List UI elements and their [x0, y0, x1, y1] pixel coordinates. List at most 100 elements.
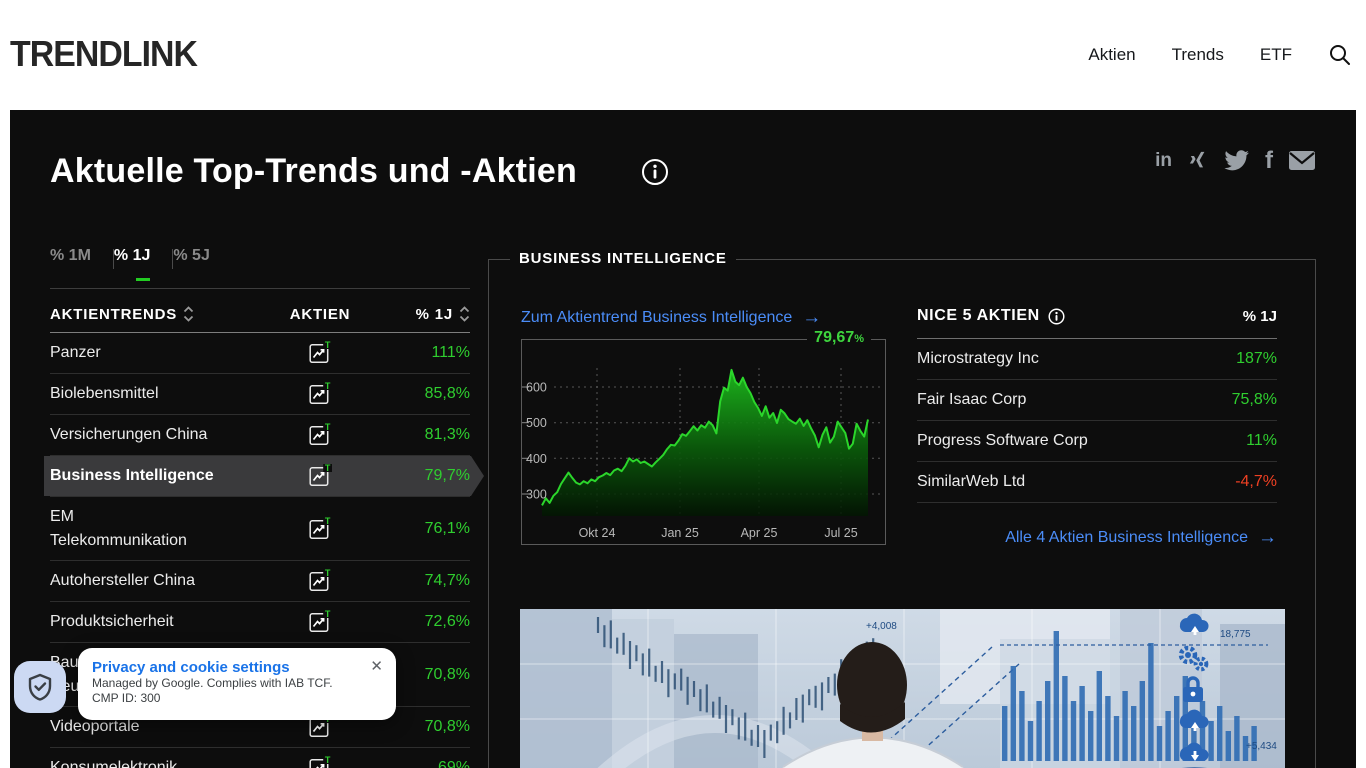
email-icon[interactable] — [1288, 148, 1316, 174]
arrow-right-icon: → — [802, 307, 822, 328]
nav-item-trends[interactable]: Trends — [1171, 45, 1224, 64]
trend-row[interactable]: Konsumelektronik T 69% — [50, 748, 470, 768]
info-icon[interactable] — [1048, 307, 1065, 325]
trend-name: Panzer — [50, 344, 101, 361]
trend-chart-icon[interactable]: T — [290, 423, 350, 447]
x-tick-label: Jul 25 — [824, 526, 857, 540]
trend-chart-svg: 600 500 400 300 Okt 24 Jan 25 Apr 25 Jul 25 — [522, 368, 882, 540]
stock-row[interactable]: Progress Software Corp 11% — [917, 421, 1277, 462]
stock-row[interactable]: Microstrategy Inc 187% — [917, 339, 1277, 380]
photo-bar — [1036, 701, 1042, 761]
cookie-dialog-line1: Managed by Google. Complies with IAB TCF… — [92, 676, 333, 690]
nice-aktien-rows: Microstrategy Inc 187% Fair Isaac Corp 75,8… — [917, 339, 1277, 503]
trend-chart-icon[interactable]: T — [290, 610, 350, 634]
photo-bar — [1156, 726, 1163, 761]
trend-row[interactable]: VideoportaleT70,8% — [50, 707, 470, 748]
nice-aktien-perf-column: % 1J — [1242, 307, 1277, 325]
photo-bar — [1208, 721, 1214, 761]
cookie-dialog-line2: CMP ID: 300 — [92, 691, 161, 705]
tab-1m[interactable]: % 1M — [50, 247, 91, 264]
photo-bar — [1225, 731, 1231, 761]
table-header: AKTIENTRENDS AKTIEN % 1J — [50, 296, 470, 333]
column-header-perf[interactable]: % 1J — [350, 306, 470, 323]
column-header-label: % 1J — [415, 305, 453, 323]
svg-text:T: T — [324, 610, 330, 619]
photo-bar — [1002, 706, 1008, 761]
trend-row[interactable]: Business Intelligence T 79,7% — [50, 456, 470, 497]
photo-bar — [1053, 631, 1059, 761]
trend-chart-icon[interactable]: T — [290, 516, 350, 541]
stock-row[interactable]: Fair Isaac Corp 75,8% — [917, 380, 1277, 421]
aktientrends-table: AKTIENTRENDS AKTIEN % 1J Panzer T 111% Biol… — [50, 296, 470, 768]
photo-bar — [1139, 681, 1145, 761]
photo-label-bars-value: 18,775 — [1220, 629, 1251, 640]
lock-icon — [1183, 676, 1203, 702]
business-intelligence-panel: BUSINESS INTELLIGENCE — [488, 250, 1316, 768]
trend-performance-value: 74,7% — [424, 572, 470, 589]
trend-performance-value: 72,6% — [424, 613, 470, 630]
search-icon[interactable] — [1328, 43, 1352, 67]
person-silhouette — [782, 642, 964, 768]
x-tick-label: Jan 25 — [661, 526, 699, 540]
stock-name: SimilarWeb Ltd — [917, 473, 1026, 490]
trend-row[interactable]: Panzer T 111% — [50, 333, 470, 374]
photo-bar — [1131, 706, 1137, 761]
trend-row[interactable]: Autohersteller China T 74,7% — [50, 561, 470, 602]
nav-item-etf[interactable]: ETF — [1259, 45, 1292, 64]
trend-detail-link-label: Zum Aktientrend Business Intelligence — [521, 309, 793, 326]
trend-rows: Panzer T 111% Biolebensmittel T 85,8% Versiche… — [50, 333, 470, 768]
tab-1j[interactable]: % 1J — [114, 247, 172, 281]
trend-row[interactable]: Biolebensmittel T 85,8% — [50, 374, 470, 415]
all-stocks-link[interactable]: Alle 4 Aktien Business Intelligence → — [917, 527, 1277, 549]
cookie-settings-button[interactable] — [14, 661, 66, 713]
trend-chart-icon[interactable]: T — [290, 382, 350, 406]
photo-bar — [1217, 706, 1223, 761]
info-icon[interactable] — [641, 158, 669, 191]
trend-performance-value: 79,7% — [424, 467, 470, 484]
y-tick-label: 300 — [526, 488, 547, 502]
trend-row[interactable]: EM Telekommunikation T 76,1% — [50, 497, 470, 561]
trend-row[interactable]: Produktsicherheit T 72,6% — [50, 602, 470, 643]
photo-label-channel-value: +4,008 — [866, 621, 897, 632]
trend-row[interactable]: Versicherungen China T 81,3% — [50, 415, 470, 456]
stock-name: Progress Software Corp — [917, 432, 1088, 449]
stock-row[interactable]: SimilarWeb Ltd -4,7% — [917, 462, 1277, 503]
photo-bar — [1088, 711, 1094, 761]
trend-name: Konsumelektronik — [50, 759, 178, 768]
tech-icon-column — [1178, 613, 1209, 762]
photo-bar — [1010, 666, 1016, 761]
y-tick-label: 500 — [526, 416, 547, 430]
trend-chart-icon[interactable]: T — [290, 756, 350, 768]
cloud-upload-icon — [1179, 709, 1209, 731]
photo-bar — [1122, 691, 1128, 761]
twitter-icon[interactable] — [1224, 148, 1250, 174]
all-stocks-link-label: Alle 4 Aktien Business Intelligence — [1005, 529, 1248, 546]
cloud-download-icon — [1179, 742, 1209, 762]
trend-detail-link[interactable]: Zum Aktientrend Business Intelligence → — [521, 307, 821, 329]
xing-icon[interactable] — [1187, 148, 1209, 174]
trend-chart-icon[interactable]: T — [290, 341, 350, 365]
y-tick-label: 600 — [526, 381, 547, 395]
column-header-aktientrends[interactable]: AKTIENTRENDS — [50, 306, 290, 323]
nav-item-aktien[interactable]: Aktien — [1088, 45, 1136, 64]
linkedin-icon[interactable]: in — [1155, 150, 1172, 171]
x-tick-label: Apr 25 — [741, 526, 778, 540]
period-tab-bar: % 1M % 1J % 5J — [50, 247, 232, 281]
trend-chart-icon[interactable]: T — [290, 464, 350, 488]
trendlink-logo[interactable]: TRENDLINK — [10, 33, 198, 74]
stock-performance-value: 11% — [1246, 432, 1277, 449]
svg-text:T: T — [324, 382, 330, 391]
stock-name: Fair Isaac Corp — [917, 391, 1027, 408]
stock-performance-value: 187% — [1236, 350, 1277, 367]
nice-aktien-title-label: NICE 5 AKTIEN — [917, 307, 1040, 324]
tab-5j[interactable]: % 5J — [173, 247, 210, 264]
column-header-label: AKTIENTRENDS — [50, 305, 178, 323]
facebook-icon[interactable]: f — [1265, 147, 1273, 174]
close-icon[interactable]: ✕ — [370, 658, 383, 675]
photo-bar — [1079, 686, 1085, 761]
photo-bar — [1045, 681, 1051, 761]
business-intelligence-photo: 18,775 +4,008 +5,434 — [520, 609, 1285, 768]
page-title: Aktuelle Top-Trends und -Aktien — [50, 152, 577, 190]
gears-icon — [1178, 645, 1209, 672]
trend-chart-icon[interactable]: T — [290, 569, 350, 593]
